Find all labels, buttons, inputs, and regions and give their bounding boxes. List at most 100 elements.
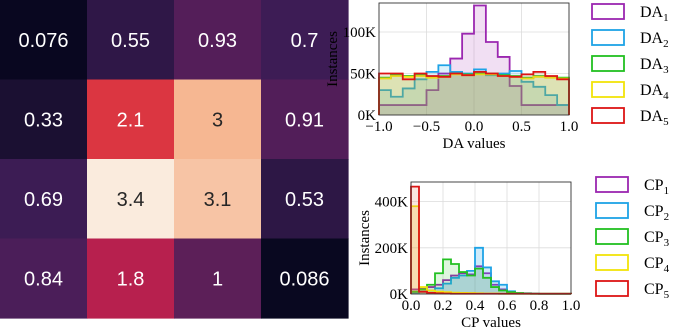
x-tick-label-2: 0.4	[466, 298, 485, 314]
legend-swatch-DA5	[591, 107, 625, 124]
legend-label-subscript: 4	[663, 90, 669, 102]
da-histogram: −1.0 −0.5 0.0 0.5 1.0 0K 50K 100K DA values Insta…	[325, 2, 579, 152]
heatmap-cell-r0c3	[261, 0, 349, 81]
legend-swatch-DA4	[591, 81, 625, 98]
legend-label-DA4: DA4	[640, 82, 669, 102]
legend-swatch-CP3	[595, 228, 629, 245]
heatmap-label-r0c3: 0.7	[291, 30, 319, 52]
series-CP3-fill	[411, 259, 571, 294]
legend-label-name: CP	[644, 229, 664, 246]
x-tick-label-1: −0.5	[413, 119, 440, 135]
heatmap-cell-r2c1	[87, 159, 175, 240]
heatmap-cell-r3c2	[174, 238, 262, 319]
heatmap-cell-r1c3	[261, 79, 349, 160]
heatmap-label-r3c1: 1.8	[117, 268, 145, 290]
legend-label-subscript: 5	[664, 289, 670, 301]
heatmap-cell-r3c1	[87, 238, 175, 319]
legend-label-subscript: 1	[663, 12, 669, 24]
legend-swatch-CP4	[595, 254, 629, 271]
heatmap-label-r0c0: 0.076	[18, 30, 68, 52]
legend-swatch-DA1	[591, 3, 625, 20]
heatmap-label-r3c3: 0.086	[279, 268, 329, 290]
heatmap-cell-r2c2	[174, 159, 262, 240]
heatmap-label-r0c2: 0.93	[198, 30, 237, 52]
heatmap-label-r1c3: 0.91	[285, 109, 324, 131]
legend-label-name: CP	[644, 177, 664, 194]
series-DA5-fill	[379, 71, 569, 115]
heatmap: 0.076 0.55 0.93 0.7 0.33 2.1 3 0.91 0.69 3.4 3.1 0.…	[0, 0, 349, 319]
x-tick-label-0: 0.0	[402, 298, 421, 314]
x-tick-label-4: 1.0	[560, 119, 579, 135]
heatmap-label-r1c0: 0.33	[24, 109, 63, 131]
y-tick-label-0: 0K	[358, 108, 377, 124]
x-axis-label: DA values	[443, 136, 506, 152]
legend-label-name: DA	[640, 30, 664, 47]
plot-frame	[410, 181, 572, 295]
legend-swatch-CP2	[595, 202, 629, 219]
heatmap-label-r0c1: 0.55	[111, 30, 150, 52]
y-tick-label-2: 100K	[343, 25, 377, 41]
legend-label-CP5: CP5	[644, 281, 670, 301]
heatmap-cell-r0c2	[174, 0, 262, 81]
legend-label-name: CP	[644, 281, 664, 298]
legend-swatch-DA3	[591, 55, 625, 72]
legend-label-subscript: 4	[664, 263, 670, 275]
x-tick-label-0: −1.0	[365, 119, 392, 135]
series-DA3-fill	[379, 73, 569, 115]
legend-label-CP3: CP3	[644, 229, 670, 249]
legend-label-DA2: DA2	[640, 30, 669, 50]
series-DA5-line	[378, 70, 570, 115]
y-tick-label-1: 50K	[350, 67, 376, 83]
heatmap-label-r2c0: 0.69	[24, 189, 63, 211]
legend-label-DA1: DA1	[640, 4, 669, 24]
heatmap-cell-r0c0	[0, 0, 88, 81]
legend-label-name: DA	[640, 4, 664, 21]
legend-label-CP1: CP1	[644, 177, 669, 197]
legend-swatch-CP5	[595, 280, 629, 297]
y-axis-label: Instances	[357, 210, 373, 266]
heatmap-cell-r3c0	[0, 238, 88, 319]
heatmap-cell-r1c2	[174, 79, 262, 160]
x-tick-label-1: 0.2	[434, 298, 453, 314]
heatmap-label-r3c0: 0.84	[24, 268, 63, 290]
legend-label-subscript: 2	[663, 38, 669, 50]
heatmap-label-r3c2: 1	[212, 268, 223, 290]
legend-swatch-CP1	[595, 176, 629, 193]
legend-label-CP2: CP2	[644, 203, 669, 223]
series-DA4-fill	[379, 74, 569, 115]
legend-label-name: DA	[640, 82, 664, 99]
legend-label-DA3: DA3	[640, 56, 669, 76]
x-tick-label-5: 1.0	[562, 298, 581, 314]
legend-label-CP4: CP4	[644, 255, 670, 275]
y-tick-label-0: 0K	[390, 287, 409, 303]
legend-label-name: CP	[644, 255, 664, 272]
cp-histogram: 0.0 0.2 0.4 0.6 0.8 1.0 0K 200K 400K CP values Ins…	[357, 181, 581, 330]
x-tick-label-3: 0.6	[498, 298, 517, 314]
legend-label-subscript: 5	[663, 116, 669, 128]
x-tick-label-4: 0.8	[530, 298, 549, 314]
heatmap-cell-r2c3	[261, 159, 349, 240]
y-tick-label-1: 200K	[375, 241, 409, 257]
heatmap-cell-r0c1	[87, 0, 175, 81]
heatmap-label-r2c1: 3.4	[117, 189, 145, 211]
heatmap-cell-r2c0	[0, 159, 88, 240]
series-DA1-line	[378, 4, 570, 115]
plot-frame	[378, 2, 570, 116]
legend-label-subscript: 2	[664, 211, 670, 223]
heatmap-label-r1c2: 3	[212, 109, 223, 131]
y-tick-label-2: 400K	[375, 195, 409, 211]
heatmap-cell-r1c0	[0, 79, 88, 160]
heatmap-label-r1c1: 2.1	[117, 109, 145, 131]
legend-label-subscript: 1	[664, 185, 670, 197]
legend-swatch-DA2	[591, 29, 625, 46]
heatmap-label-r2c3: 0.53	[285, 189, 324, 211]
legend-label-subscript: 3	[663, 64, 669, 76]
x-tick-label-2: 0.0	[465, 119, 484, 135]
legend-label-subscript: 3	[664, 237, 670, 249]
legend-label-name: DA	[640, 56, 664, 73]
legend-label-name: CP	[644, 203, 664, 220]
y-axis-label: Instances	[325, 31, 341, 87]
